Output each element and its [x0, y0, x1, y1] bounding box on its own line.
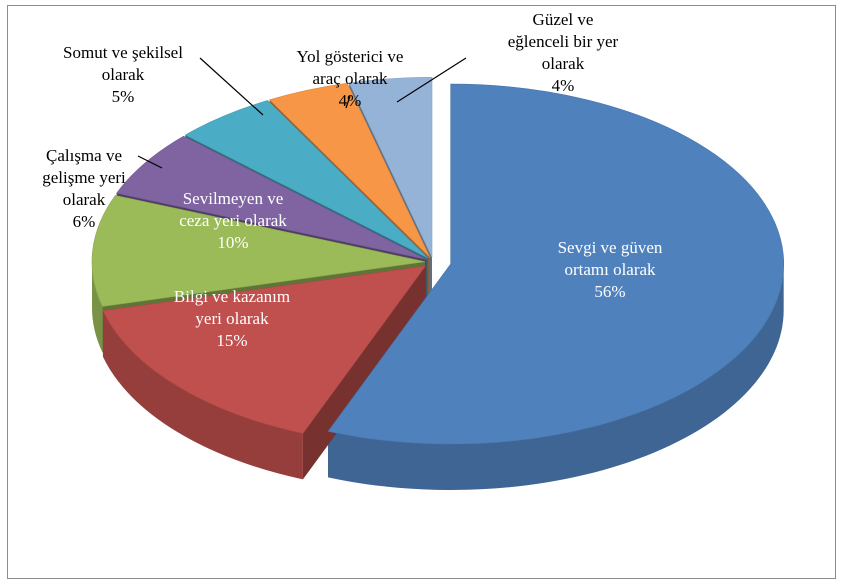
data-label-4: Somut ve şekilsel olarak 5% — [63, 43, 183, 106]
data-label-5-line-0: Yol gösterici ve — [297, 47, 404, 66]
data-label-2: Sevilmeyen ve ceza yeri olarak 10% — [179, 189, 287, 252]
data-label-1-line-1: yeri olarak — [195, 309, 269, 328]
data-label-6-line-3: 4% — [552, 76, 575, 95]
data-label-2-line-2: 10% — [217, 233, 248, 252]
data-label-4-line-1: olarak — [102, 65, 145, 84]
data-label-0-line-0: Sevgi ve güven — [558, 238, 663, 257]
pie-slice-4 — [184, 100, 429, 259]
data-label-2-line-1: ceza yeri olarak — [179, 211, 287, 230]
data-label-4-line-0: Somut ve şekilsel — [63, 43, 183, 62]
data-label-3-line-3: 6% — [73, 212, 96, 231]
data-label-1-line-0: Bilgi ve kazanım — [174, 287, 290, 306]
data-label-0: Sevgi ve güven ortamı olarak 56% — [558, 238, 663, 301]
data-label-6: Güzel ve eğlenceli bir yer olarak 4% — [508, 10, 619, 95]
leader-line-6 — [396, 57, 467, 103]
data-label-0-line-1: ortamı olarak — [564, 260, 656, 279]
data-label-3: Çalışma ve gelişme yeri olarak 6% — [42, 146, 126, 231]
leader-line-5 — [345, 95, 351, 109]
pie-slice-2 — [91, 195, 426, 307]
data-label-5: Yol gösterici ve araç olarak 4% — [297, 47, 404, 110]
leader-line-3 — [137, 155, 163, 169]
pie-slice-1 — [102, 265, 427, 434]
data-label-3-line-1: gelişme yeri — [42, 168, 126, 187]
data-label-3-line-2: olarak — [63, 190, 106, 209]
pie-slice-5 — [269, 82, 431, 258]
data-label-0-line-2: 56% — [594, 282, 625, 301]
data-label-1-line-2: 15% — [216, 331, 247, 350]
data-label-6-line-1: eğlenceli bir yer — [508, 32, 619, 51]
slice-wall-1 — [102, 310, 303, 480]
pie-slice-6 — [348, 76, 433, 258]
pie-slice-3 — [116, 135, 427, 260]
data-label-3-line-0: Çalışma ve — [46, 146, 122, 165]
pie-slice-0 — [327, 83, 784, 445]
data-label-4-line-2: 5% — [112, 87, 135, 106]
slice-wall-0 — [328, 264, 784, 491]
leader-line-4 — [199, 57, 264, 116]
data-label-1: Bilgi ve kazanım yeri olarak 15% — [174, 287, 290, 350]
data-label-6-line-2: olarak — [542, 54, 585, 73]
data-label-5-line-2: 4% — [339, 91, 362, 110]
data-label-2-line-0: Sevilmeyen ve — [183, 189, 284, 208]
data-label-6-line-0: Güzel ve — [533, 10, 594, 29]
data-label-5-line-1: araç olarak — [312, 69, 388, 88]
